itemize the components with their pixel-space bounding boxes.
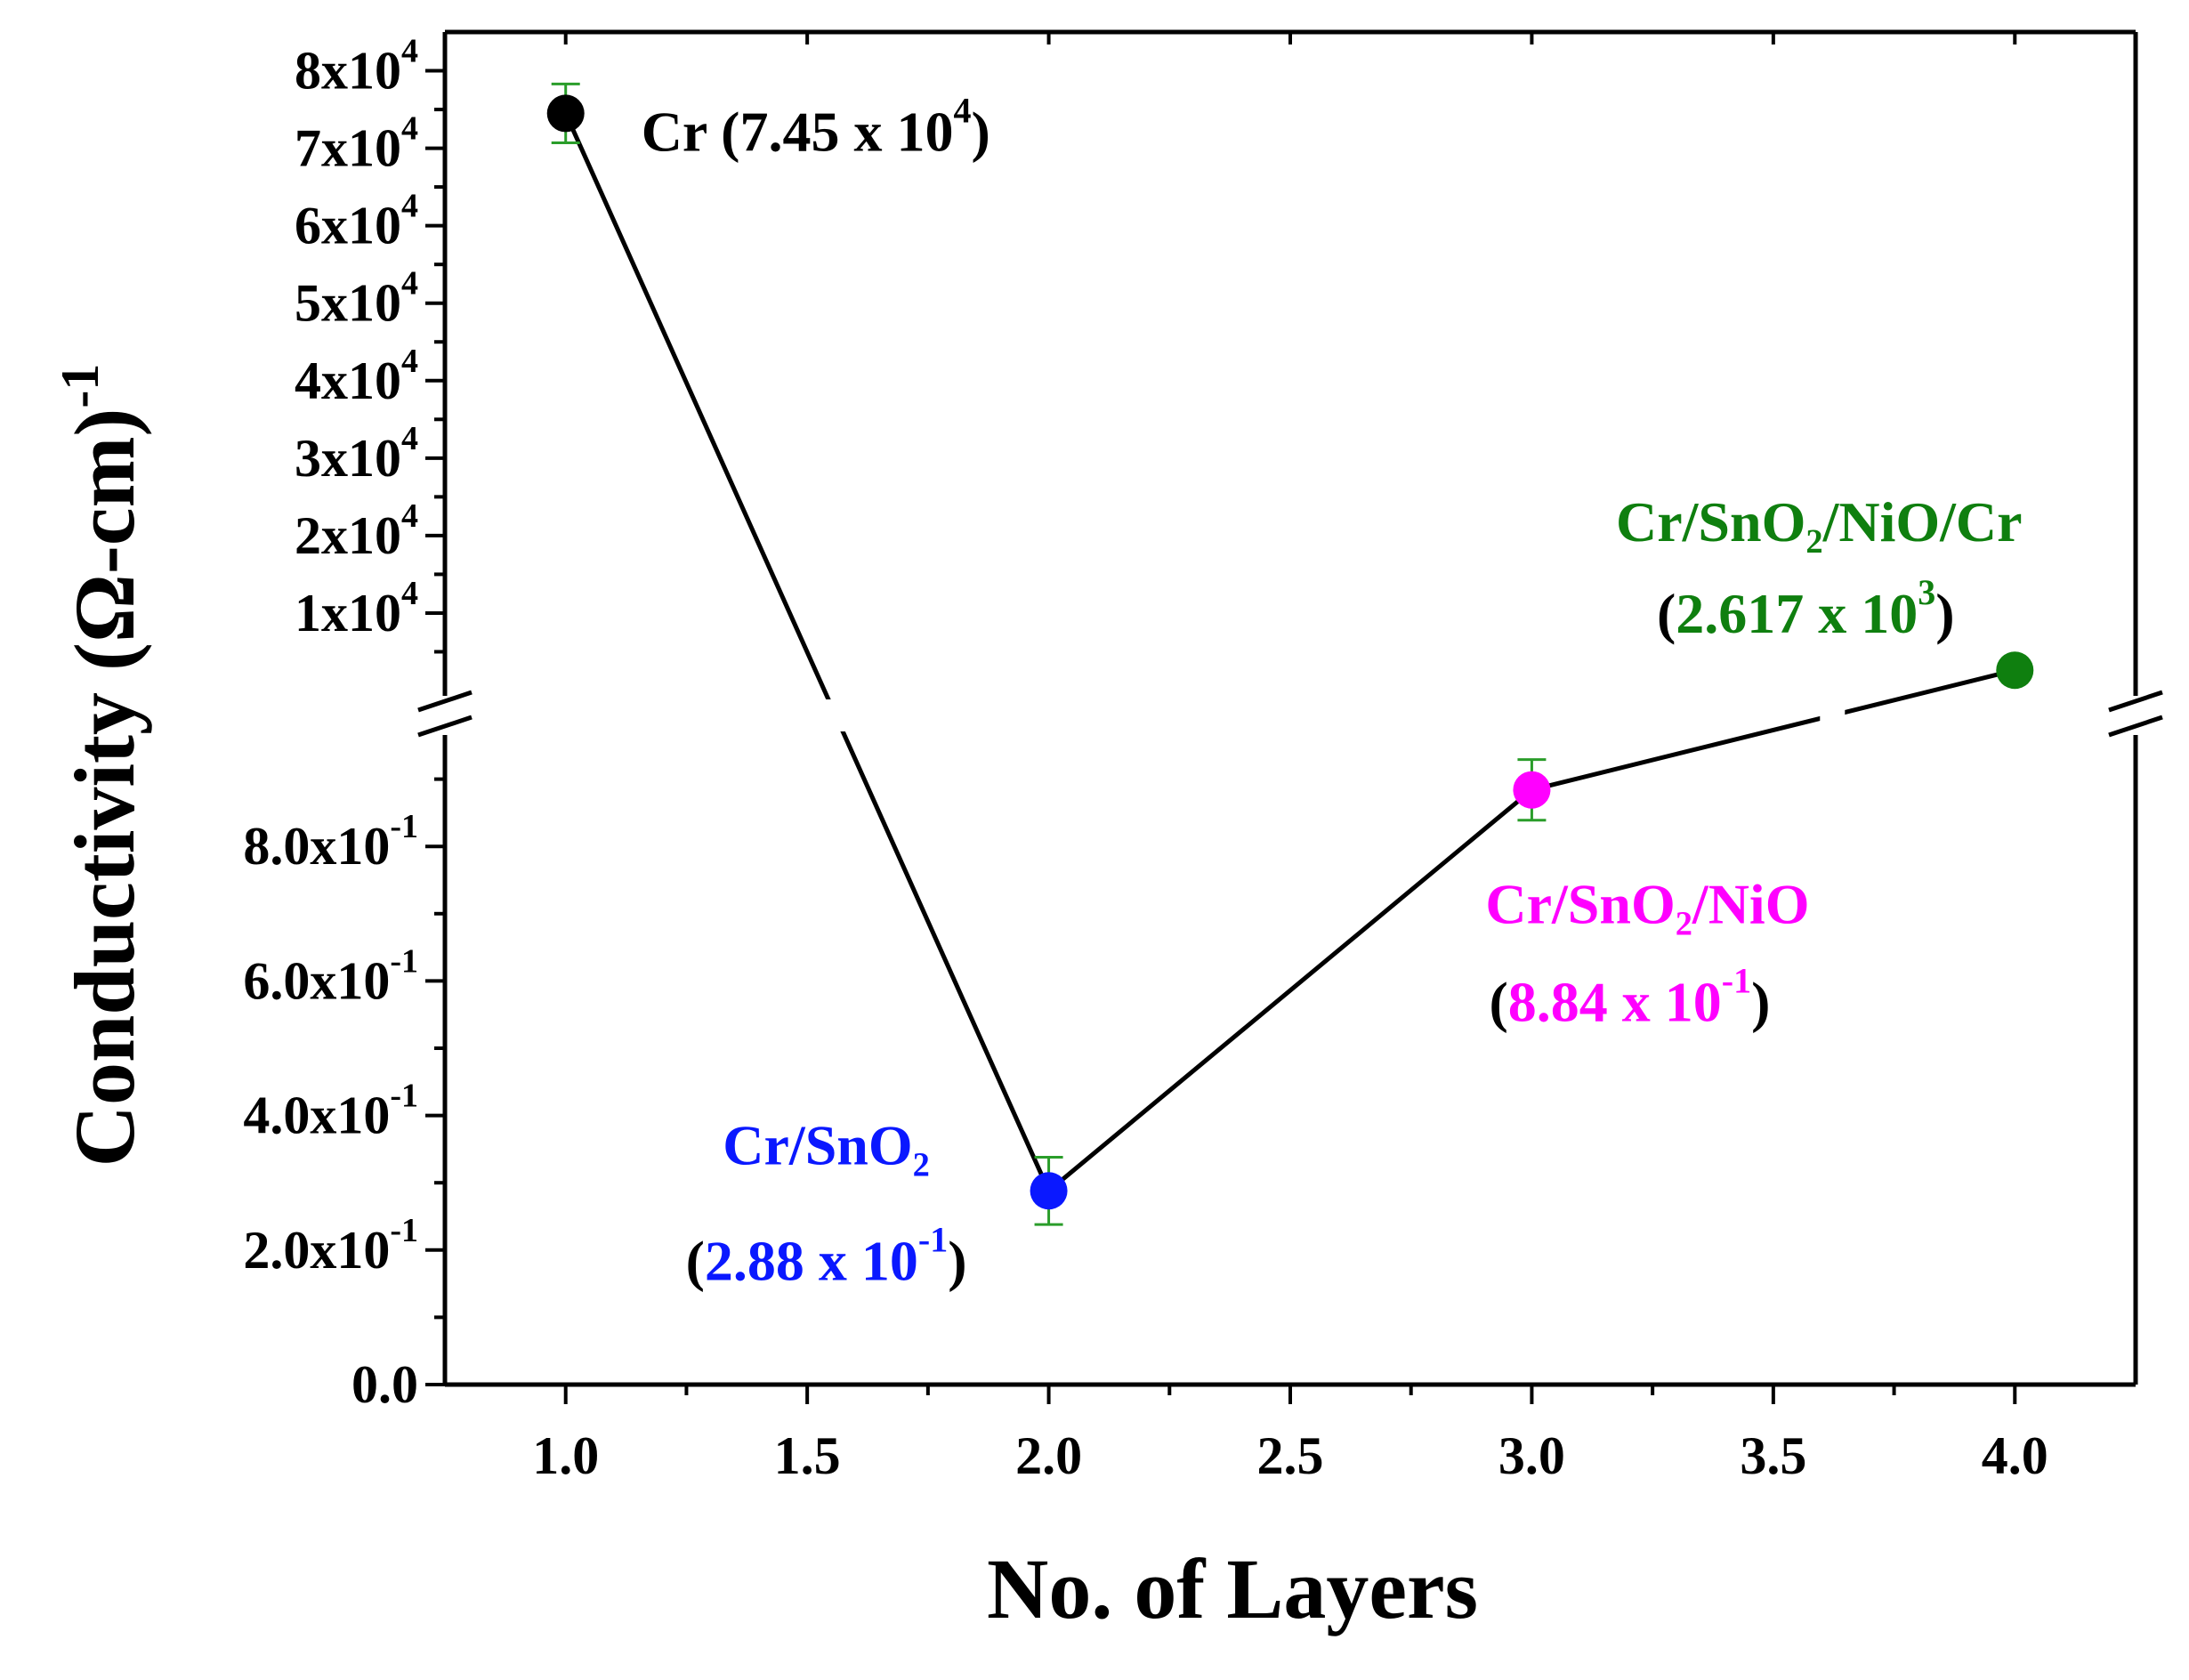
y-tick-label: 4.0x10-1 xyxy=(243,1078,418,1145)
y-tick-label-exponent: 4 xyxy=(401,343,418,380)
y-tick-label: 5x104 xyxy=(295,265,418,333)
axis-break-mark xyxy=(417,715,473,738)
annotation-paren: ) xyxy=(948,1229,966,1292)
y-tick-label: 2x104 xyxy=(295,497,418,565)
annotation-label: Cr ( xyxy=(642,100,740,163)
annotation-paren: ) xyxy=(971,100,989,163)
y-tick-label-text: 4x10 xyxy=(295,351,401,410)
y-tick-label-exponent: -1 xyxy=(390,1212,418,1249)
y-tick-label-text: 4.0x10 xyxy=(243,1086,390,1145)
y-tick-label: 8.0x10-1 xyxy=(243,808,418,876)
annotation-1: Cr (7.45 x 104) xyxy=(642,90,990,163)
data-point-2 xyxy=(1030,1172,1068,1210)
series-line xyxy=(563,112,2015,1193)
y-tick-label: 3x104 xyxy=(295,420,418,488)
annotation-value: 8.84 x 10 xyxy=(1508,971,1722,1034)
annotation-exponent: -1 xyxy=(1722,961,1751,1001)
svg-text:Conductivity (Ω-cm)-1: Conductivity (Ω-cm)-1 xyxy=(51,364,152,1167)
y-tick-label: 8x104 xyxy=(295,33,418,101)
annotation-paren: ) xyxy=(1935,582,1954,645)
x-tick-label: 3.0 xyxy=(1498,1426,1565,1485)
y-tick-label-exponent: 4 xyxy=(401,110,418,148)
annotation-value-4: (2.617 x 103) xyxy=(1657,572,1955,645)
y-tick-label-exponent: 4 xyxy=(401,420,418,457)
x-tick-label: 1.5 xyxy=(774,1426,841,1485)
y-tick-label-text: 2x10 xyxy=(295,506,401,565)
y-tick-label-exponent: 4 xyxy=(401,188,418,225)
x-axis-title: No. of Layers xyxy=(987,1541,1478,1636)
annotation-exponent: 4 xyxy=(953,90,971,130)
y-tick-label-exponent: 4 xyxy=(401,33,418,70)
y-tick-label-text: 1x10 xyxy=(295,584,401,642)
y-tick-label-exponent: 4 xyxy=(401,575,418,612)
data-point-3 xyxy=(1513,771,1551,809)
annotation-value: 2.617 x 10 xyxy=(1676,582,1918,645)
y-tick-label-exponent: -1 xyxy=(390,1078,418,1115)
y-axis-title-exponent: -1 xyxy=(51,364,109,408)
annotations-layer: Cr (7.45 x 104)Cr/SnO₂(2.88 x 10-1)Cr/Sn… xyxy=(642,90,2023,1292)
annotation-label-2: Cr/SnO₂ xyxy=(723,1113,930,1176)
annotation-paren: ) xyxy=(1751,971,1770,1034)
annotation-label-4: Cr/SnO₂/NiO/Cr xyxy=(1616,490,2023,553)
annotation-exponent: 3 xyxy=(1918,572,1935,612)
line-break-gap xyxy=(1820,699,1846,731)
data-point-4 xyxy=(1996,651,2034,690)
axis-break-mark xyxy=(417,690,473,713)
y-tick-label: 2.0x10-1 xyxy=(243,1212,418,1280)
annotation-value-2: (2.88 x 10-1) xyxy=(686,1219,967,1292)
y-tick-label: 6.0x10-1 xyxy=(243,942,418,1010)
y-tick-label-text: 8.0x10 xyxy=(243,817,390,876)
y-tick-label-exponent: 4 xyxy=(401,265,418,303)
y-tick-label-exponent: -1 xyxy=(390,808,418,845)
annotation-exponent: -1 xyxy=(918,1219,948,1259)
y-tick-label-text: 3x10 xyxy=(295,429,401,488)
annotation-label-3: Cr/SnO₂/NiO xyxy=(1485,873,1809,936)
data-point-1 xyxy=(546,94,585,133)
x-tick-label: 2.5 xyxy=(1257,1426,1324,1485)
points-layer xyxy=(546,82,2034,1226)
y-tick-label-exponent: 4 xyxy=(401,497,418,535)
annotation-value: 7.45 x 10 xyxy=(739,100,953,163)
annotation-value: 2.88 x 10 xyxy=(705,1229,918,1292)
y-tick-label-text: 5x10 xyxy=(295,274,401,333)
axis-break-mark xyxy=(2108,715,2163,738)
y-tick-label: 1x104 xyxy=(295,575,418,642)
y-tick-label-text: 6.0x10 xyxy=(243,951,390,1010)
annotation-paren: ( xyxy=(686,1229,705,1292)
y-axis-title: Conductivity (Ω-cm)-1 xyxy=(51,364,152,1167)
x-tick-label: 1.0 xyxy=(532,1426,599,1485)
x-tick-label: 4.0 xyxy=(1982,1426,2048,1485)
line-break-gap xyxy=(823,699,849,731)
y-tick-label-text: 0.0 xyxy=(351,1355,418,1414)
y-tick-label: 6x104 xyxy=(295,188,418,255)
y-axis-title-text: Conductivity (Ω-cm) xyxy=(57,408,152,1167)
axis-break-mark xyxy=(2108,690,2163,713)
y-tick-label-text: 8x10 xyxy=(295,42,401,101)
x-tick-label: 2.0 xyxy=(1015,1426,1082,1485)
x-tick-label: 3.5 xyxy=(1740,1426,1806,1485)
y-tick-label-text: 2.0x10 xyxy=(243,1221,390,1280)
y-tick-label: 4x104 xyxy=(295,343,418,410)
series-line-layer xyxy=(563,112,2015,1193)
annotation-value-3: (8.84 x 10-1) xyxy=(1489,961,1770,1034)
annotation-paren: ( xyxy=(1489,971,1507,1034)
y-tick-label: 7x104 xyxy=(295,110,418,178)
y-tick-label-exponent: -1 xyxy=(390,942,418,980)
y-tick-label-text: 6x10 xyxy=(295,197,401,255)
y-tick-label-text: 7x10 xyxy=(295,119,401,178)
y-tick-label: 0.0 xyxy=(351,1355,418,1414)
axes-layer: 1.0 1.5 2.0 2.5 3.0 3.5 4.00.02.0x10-14.0x10-1… xyxy=(243,29,2171,1485)
annotation-paren: ( xyxy=(1657,582,1676,645)
